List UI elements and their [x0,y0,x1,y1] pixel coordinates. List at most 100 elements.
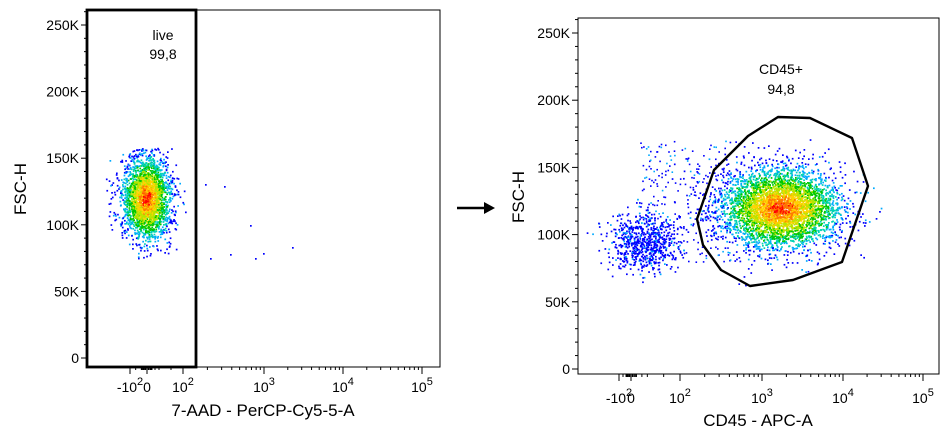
data-point [767,240,769,242]
data-point [136,170,138,172]
data-point [145,201,147,203]
data-point [845,243,847,245]
data-point [768,145,770,147]
data-point [161,190,163,192]
data-point [145,233,147,235]
data-point [822,237,824,239]
data-point [156,200,158,202]
data-point [126,206,128,208]
data-point [158,226,160,228]
data-point [146,256,148,258]
data-point [833,214,835,216]
data-point [722,213,724,215]
data-point [157,203,159,205]
data-point [134,182,136,184]
data-point [136,156,138,158]
data-point [131,156,133,158]
data-point [709,158,711,160]
data-point [147,241,149,243]
data-point [149,189,151,191]
data-point [180,196,182,198]
data-point [138,244,140,246]
data-point [124,179,126,181]
data-point [850,200,852,202]
data-point [146,248,148,250]
data-point [146,157,148,159]
data-point [726,241,728,243]
data-point [837,243,839,245]
data-point [132,166,134,168]
data-point [122,154,124,156]
data-point [120,192,122,194]
data-point [145,220,147,222]
data-point [777,249,779,251]
data-point [110,160,112,162]
data-point [168,229,170,231]
data-point [136,245,138,247]
data-point [119,217,121,219]
data-point [160,208,162,210]
data-point [163,154,165,156]
data-point [784,264,786,266]
data-point [171,193,173,195]
data-point [759,166,761,168]
data-point [133,158,135,160]
data-point [150,191,152,193]
data-point [119,187,121,189]
data-point [165,181,167,183]
data-point [812,179,814,181]
data-point [843,195,845,197]
data-point [149,238,151,240]
data-point [792,158,794,160]
data-point [145,171,147,173]
data-point [135,208,137,210]
data-point [761,177,763,179]
data-point [844,238,846,240]
data-point [141,205,143,207]
data-point [130,203,132,205]
data-point [164,239,166,241]
data-point [831,232,833,234]
data-point [833,173,835,175]
data-point [860,254,862,256]
data-point [110,211,112,213]
data-point [845,211,847,213]
data-point [151,206,153,208]
data-point [736,251,738,253]
data-point [124,211,126,213]
data-point [726,202,728,204]
data-point [122,235,124,237]
data-point [133,202,135,204]
data-point [129,205,131,207]
data-point [158,185,160,187]
data-point [116,173,118,175]
data-point [847,208,849,210]
data-point [806,173,808,175]
data-point [727,224,729,226]
data-point [150,178,152,180]
data-point [707,176,709,178]
data-point [139,191,141,193]
data-point [157,207,159,209]
data-point [743,155,745,157]
data-point [141,214,143,216]
data-point [178,191,180,193]
data-point [833,229,835,231]
data-point [127,187,129,189]
data-point [125,183,127,185]
data-point [806,260,808,262]
data-point [148,198,150,200]
data-point [157,168,159,170]
data-point [159,221,161,223]
data-point [143,196,145,198]
data-point [727,181,729,183]
data-point [822,195,824,197]
data-point [255,258,257,260]
data-point [738,229,740,231]
data-point [161,179,163,181]
data-point [728,178,730,180]
data-point [153,183,155,185]
data-point [800,214,802,216]
data-point [146,222,148,224]
